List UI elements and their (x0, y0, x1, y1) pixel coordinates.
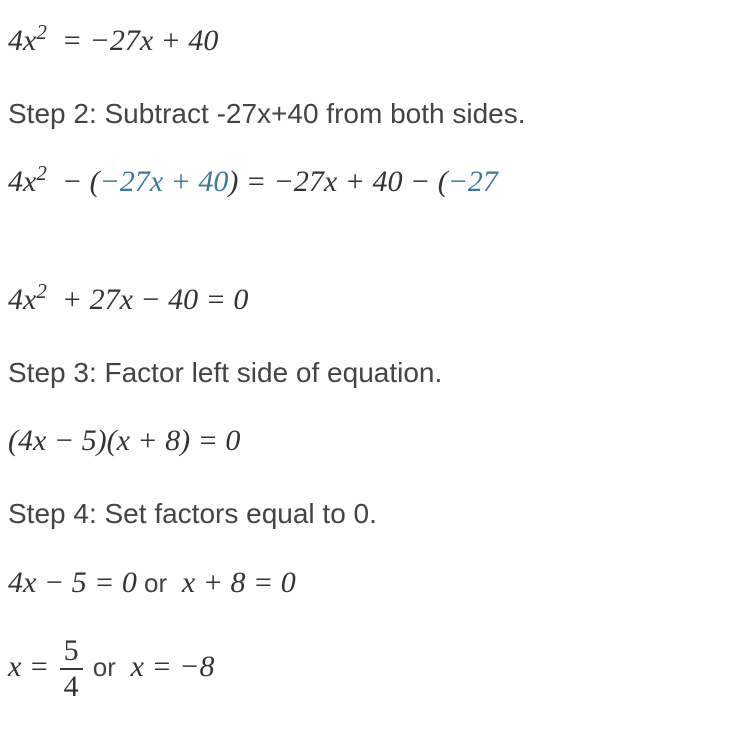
step-4-label: Step 4: Set factors equal to 0. (8, 494, 750, 533)
fraction: 54 (60, 636, 83, 702)
factor-close: + 8) = 0 (130, 424, 240, 457)
exponent: 2 (36, 161, 47, 185)
minus-open-paren: − ( (54, 165, 99, 198)
highlight-term-var: x (150, 165, 163, 198)
var: x (120, 283, 133, 316)
rest-1: − 5 = 0 (36, 566, 137, 599)
exponent: 2 (36, 279, 47, 303)
coef-a: 4 (8, 283, 23, 316)
rhs-coef: −27 (90, 24, 140, 57)
coef: 4 (8, 566, 23, 599)
factor-open: (4 (8, 424, 33, 457)
denominator: 4 (60, 670, 83, 702)
factor-mid: − 5)( (46, 424, 116, 457)
highlight-term-2: −27 (448, 165, 498, 198)
highlight-term-const: + 40 (163, 165, 228, 198)
or-separator: or (86, 651, 124, 681)
equation-line-4: (4x − 5)(x + 8) = 0 (8, 420, 750, 462)
var: x (117, 424, 130, 457)
coef: 4 (8, 24, 23, 57)
var: x (33, 424, 46, 457)
rhs-const: + 40 (153, 24, 218, 57)
var: x (23, 566, 36, 599)
rest-2: + 8 = 0 (195, 566, 296, 599)
exponent: 2 (36, 20, 47, 44)
equals: = (21, 649, 56, 682)
var: x (23, 283, 36, 316)
numerator: 5 (60, 636, 83, 670)
step-2-label: Step 2: Subtract -27x+40 from both sides… (8, 94, 750, 133)
equation-line-5: 4x − 5 = 0 or x + 8 = 0 (8, 562, 750, 604)
or-separator: or (137, 568, 175, 598)
rhs-rest: + 40 − ( (337, 165, 447, 198)
var: x (182, 566, 195, 599)
equation-line-6: x = 54 or x = −8 (8, 636, 750, 702)
coef-b: + 27 (54, 283, 119, 316)
step-3-label: Step 3: Factor left side of equation. (8, 353, 750, 392)
highlight-term-coef: −27 (100, 165, 150, 198)
rhs-var: x (324, 165, 337, 198)
close-paren-eq: ) = (228, 165, 273, 198)
equation-line-1: 4x2 = −27x + 40 (8, 20, 750, 62)
var: x (8, 649, 21, 682)
rhs: = −8 (144, 649, 215, 682)
coef: 4 (8, 165, 23, 198)
equation-line-3: 4x2 + 27x − 40 = 0 (8, 279, 750, 321)
var: x (131, 649, 144, 682)
var: x (23, 165, 36, 198)
rhs-var: x (140, 24, 153, 57)
coef-c: − 40 = 0 (133, 283, 249, 316)
equals: = (54, 24, 89, 57)
rhs-coef: −27 (274, 165, 324, 198)
var: x (23, 24, 36, 57)
equation-line-2: 4x2 − (−27x + 40) = −27x + 40 − (−27 (8, 161, 750, 203)
